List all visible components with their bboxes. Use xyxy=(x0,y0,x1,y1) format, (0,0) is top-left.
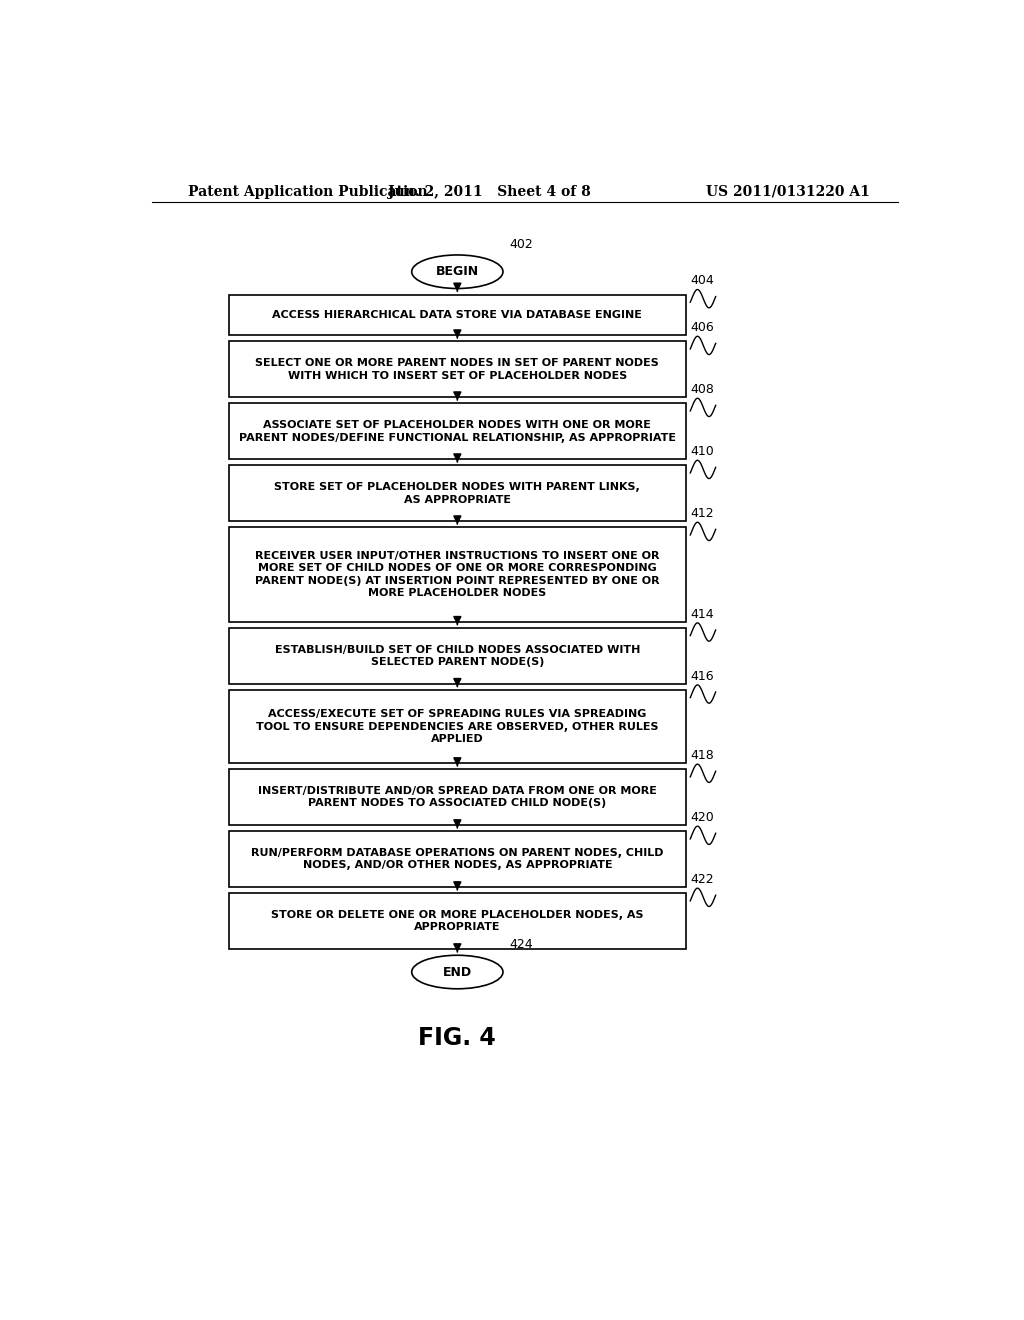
Text: 424: 424 xyxy=(509,939,532,952)
Text: RECEIVER USER INPUT/OTHER INSTRUCTIONS TO INSERT ONE OR
MORE SET OF CHILD NODES : RECEIVER USER INPUT/OTHER INSTRUCTIONS T… xyxy=(255,550,659,598)
Text: 414: 414 xyxy=(690,609,714,620)
FancyBboxPatch shape xyxy=(229,466,685,521)
FancyBboxPatch shape xyxy=(229,528,685,622)
Text: RUN/PERFORM DATABASE OPERATIONS ON PARENT NODES, CHILD
NODES, AND/OR OTHER NODES: RUN/PERFORM DATABASE OPERATIONS ON PAREN… xyxy=(251,847,664,870)
FancyBboxPatch shape xyxy=(229,404,685,459)
FancyBboxPatch shape xyxy=(229,832,685,887)
Ellipse shape xyxy=(412,255,503,289)
Text: STORE OR DELETE ONE OR MORE PLACEHOLDER NODES, AS
APPROPRIATE: STORE OR DELETE ONE OR MORE PLACEHOLDER … xyxy=(271,909,644,932)
Text: 408: 408 xyxy=(690,383,714,396)
Text: ACCESS HIERARCHICAL DATA STORE VIA DATABASE ENGINE: ACCESS HIERARCHICAL DATA STORE VIA DATAB… xyxy=(272,310,642,319)
Text: 418: 418 xyxy=(690,750,714,762)
Text: 420: 420 xyxy=(690,812,714,824)
FancyBboxPatch shape xyxy=(229,342,685,397)
Text: Jun. 2, 2011   Sheet 4 of 8: Jun. 2, 2011 Sheet 4 of 8 xyxy=(388,185,591,199)
Text: Patent Application Publication: Patent Application Publication xyxy=(187,185,427,199)
FancyBboxPatch shape xyxy=(229,628,685,684)
Text: STORE SET OF PLACEHOLDER NODES WITH PARENT LINKS,
AS APPROPRIATE: STORE SET OF PLACEHOLDER NODES WITH PARE… xyxy=(274,482,640,504)
Text: 416: 416 xyxy=(690,669,714,682)
Text: FIG. 4: FIG. 4 xyxy=(419,1026,497,1049)
Ellipse shape xyxy=(412,956,503,989)
Text: US 2011/0131220 A1: US 2011/0131220 A1 xyxy=(707,185,870,199)
Text: 410: 410 xyxy=(690,445,714,458)
Text: 412: 412 xyxy=(690,507,714,520)
Text: INSERT/DISTRIBUTE AND/OR SPREAD DATA FROM ONE OR MORE
PARENT NODES TO ASSOCIATED: INSERT/DISTRIBUTE AND/OR SPREAD DATA FRO… xyxy=(258,785,656,808)
Text: ASSOCIATE SET OF PLACEHOLDER NODES WITH ONE OR MORE
PARENT NODES/DEFINE FUNCTION: ASSOCIATE SET OF PLACEHOLDER NODES WITH … xyxy=(239,420,676,442)
Text: 422: 422 xyxy=(690,873,714,886)
Text: ACCESS/EXECUTE SET OF SPREADING RULES VIA SPREADING
TOOL TO ENSURE DEPENDENCIES : ACCESS/EXECUTE SET OF SPREADING RULES VI… xyxy=(256,709,658,744)
Text: ESTABLISH/BUILD SET OF CHILD NODES ASSOCIATED WITH
SELECTED PARENT NODE(S): ESTABLISH/BUILD SET OF CHILD NODES ASSOC… xyxy=(274,644,640,667)
Text: 404: 404 xyxy=(690,275,714,288)
FancyBboxPatch shape xyxy=(229,770,685,825)
Text: END: END xyxy=(442,965,472,978)
Text: BEGIN: BEGIN xyxy=(436,265,479,279)
FancyBboxPatch shape xyxy=(229,894,685,949)
Text: 402: 402 xyxy=(509,238,534,251)
FancyBboxPatch shape xyxy=(229,294,685,335)
Text: SELECT ONE OR MORE PARENT NODES IN SET OF PARENT NODES
WITH WHICH TO INSERT SET : SELECT ONE OR MORE PARENT NODES IN SET O… xyxy=(255,358,659,380)
FancyBboxPatch shape xyxy=(229,690,685,763)
Text: 406: 406 xyxy=(690,321,714,334)
